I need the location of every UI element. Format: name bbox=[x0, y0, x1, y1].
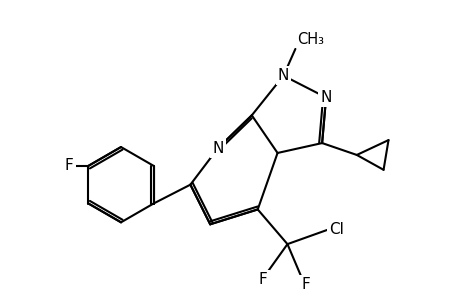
Text: F: F bbox=[65, 158, 73, 173]
Text: N: N bbox=[212, 140, 224, 155]
Text: F: F bbox=[301, 277, 309, 292]
Text: N: N bbox=[277, 68, 289, 83]
Text: Cl: Cl bbox=[328, 222, 343, 237]
Text: F: F bbox=[258, 272, 267, 287]
Text: CH₃: CH₃ bbox=[297, 32, 324, 47]
Text: N: N bbox=[320, 90, 331, 105]
